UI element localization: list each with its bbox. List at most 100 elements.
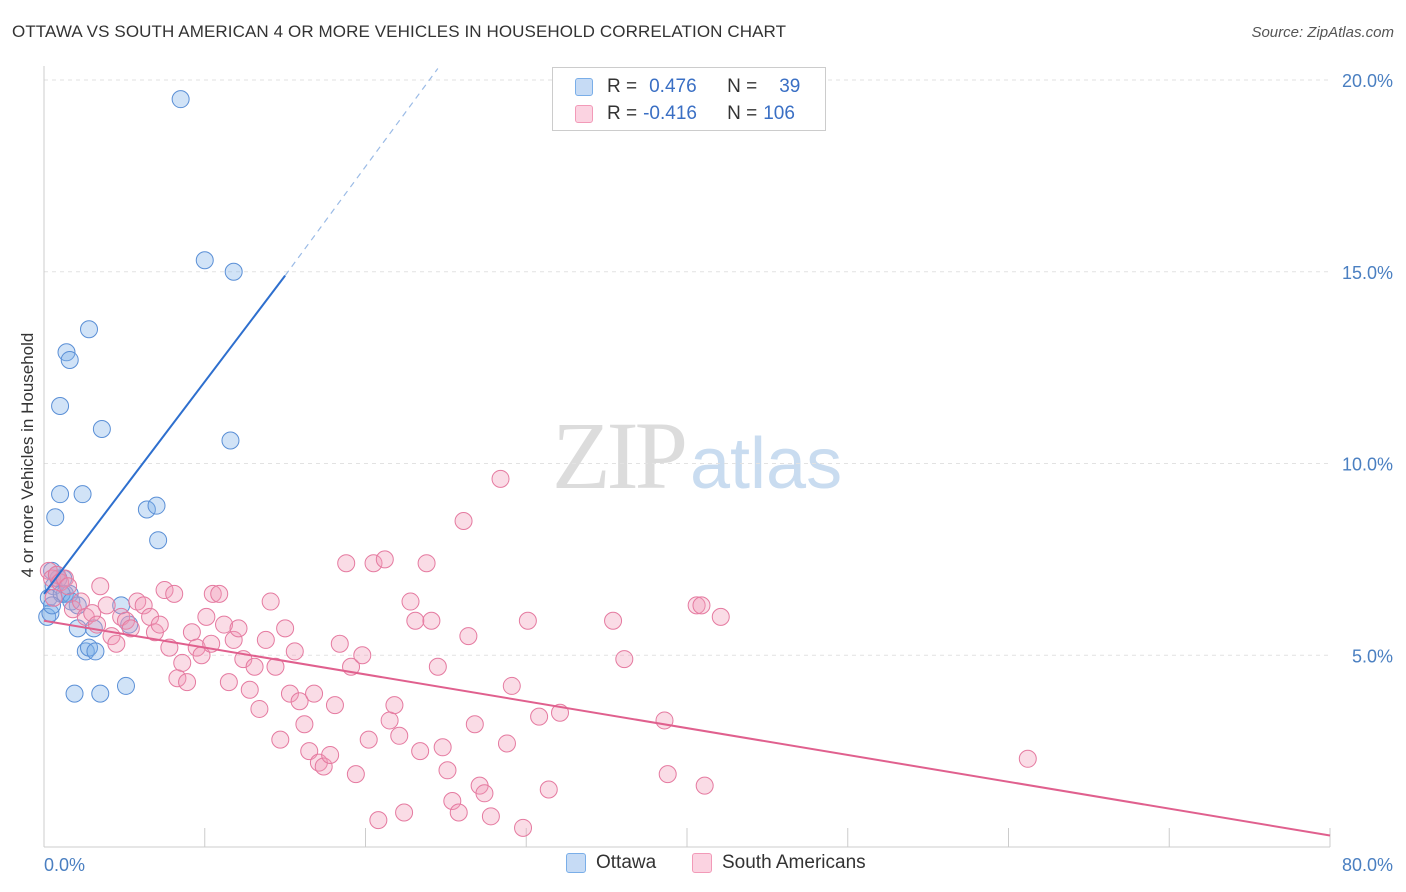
south-american-point bbox=[44, 588, 63, 607]
ottawa-point bbox=[149, 531, 168, 550]
south-american-point bbox=[215, 615, 234, 634]
ottawa-point bbox=[51, 485, 70, 504]
chart-title: OTTAWA VS SOUTH AMERICAN 4 OR MORE VEHIC… bbox=[12, 22, 787, 41]
ottawa-trend-line bbox=[43, 274, 286, 595]
south-american-point bbox=[203, 584, 222, 603]
south-american-point bbox=[150, 615, 169, 634]
south-american-point bbox=[385, 696, 404, 715]
south-american-point bbox=[353, 646, 372, 665]
stats-legend: R = 0.476 N = 39 R = -0.416 N = 106 bbox=[552, 67, 826, 131]
south-american-point bbox=[182, 623, 201, 642]
south-american-point bbox=[481, 807, 500, 826]
south-american-point bbox=[321, 745, 340, 764]
south-american-point bbox=[390, 726, 409, 745]
ottawa-point bbox=[137, 500, 156, 519]
source-label: Source: ZipAtlas.com bbox=[1251, 24, 1394, 41]
ottawa-point bbox=[73, 485, 92, 504]
ottawa-point bbox=[86, 642, 105, 661]
south-american-point bbox=[615, 650, 634, 669]
ottawa-point bbox=[80, 320, 99, 339]
south-american-trend-line bbox=[43, 619, 1331, 837]
ottawa-point bbox=[92, 419, 111, 438]
south-american-point bbox=[97, 596, 116, 615]
ottawa-point bbox=[195, 251, 214, 270]
ottawa-point bbox=[171, 90, 190, 109]
south-american-point bbox=[475, 784, 494, 803]
south-american-point bbox=[271, 730, 290, 749]
south-american-point bbox=[539, 780, 558, 799]
bottom-legend-ottawa[interactable]: Ottawa bbox=[566, 852, 656, 874]
south-american-point bbox=[465, 715, 484, 734]
y-tick-label: 20.0% bbox=[1342, 71, 1393, 91]
south-american-point bbox=[250, 699, 269, 718]
legend-n-label: N = bbox=[727, 103, 758, 124]
y-tick-label: 15.0% bbox=[1342, 263, 1393, 283]
legend-r-value: 0.476 bbox=[649, 76, 697, 97]
legend-swatch-ottawa bbox=[575, 78, 593, 96]
legend-r-label: R = bbox=[607, 103, 638, 124]
legend-swatch-south-americans bbox=[575, 105, 593, 123]
south-american-point bbox=[337, 554, 356, 573]
south-american-point bbox=[314, 757, 333, 776]
south-american-point bbox=[261, 592, 280, 611]
south-american-point bbox=[518, 611, 537, 630]
bottom-legend-swatch-south-americans bbox=[692, 853, 712, 873]
south-american-point bbox=[459, 627, 478, 646]
south-american-point bbox=[411, 742, 430, 761]
ottawa-point bbox=[91, 684, 110, 703]
south-american-point bbox=[401, 592, 420, 611]
south-american-point bbox=[530, 707, 549, 726]
south-american-point bbox=[245, 657, 264, 676]
south-american-point bbox=[395, 803, 414, 822]
south-american-point bbox=[359, 730, 378, 749]
south-american-point bbox=[83, 604, 102, 623]
south-american-point bbox=[454, 512, 473, 531]
south-american-point bbox=[491, 469, 510, 488]
south-american-point bbox=[121, 619, 140, 638]
south-american-point bbox=[497, 734, 516, 753]
south-american-point bbox=[210, 584, 229, 603]
y-axis-label: 4 or more Vehicles in Household bbox=[18, 332, 37, 578]
legend-r-value: -0.416 bbox=[643, 103, 697, 124]
ottawa-point bbox=[60, 350, 79, 369]
x-tick-label: 80.0% bbox=[1342, 855, 1393, 875]
south-american-point bbox=[655, 711, 674, 730]
ottawa-point bbox=[46, 508, 65, 527]
south-american-point bbox=[375, 550, 394, 569]
south-american-point bbox=[369, 811, 388, 830]
bottom-legend-label-south-americans: South Americans bbox=[722, 852, 866, 873]
ottawa-point bbox=[116, 676, 135, 695]
south-american-point bbox=[428, 657, 447, 676]
ottawa-point bbox=[147, 496, 166, 515]
ottawa-point bbox=[51, 396, 70, 415]
ottawa-point bbox=[62, 592, 81, 611]
bottom-legend-south-americans[interactable]: South Americans bbox=[692, 852, 866, 874]
legend-r-label: R = bbox=[607, 76, 638, 97]
legend-n-label: N = bbox=[727, 76, 758, 97]
south-american-point bbox=[290, 692, 309, 711]
south-american-point bbox=[711, 607, 730, 626]
bottom-legend-label-ottawa: Ottawa bbox=[596, 852, 657, 873]
south-american-point bbox=[107, 634, 126, 653]
south-american-point bbox=[305, 684, 324, 703]
y-tick-label: 10.0% bbox=[1342, 455, 1393, 475]
south-american-point bbox=[219, 673, 238, 692]
south-american-point bbox=[422, 611, 441, 630]
south-american-point bbox=[433, 738, 452, 757]
south-american-point bbox=[325, 696, 344, 715]
south-american-point bbox=[224, 630, 243, 649]
south-american-point bbox=[604, 611, 623, 630]
south-american-point bbox=[695, 776, 714, 795]
south-american-point bbox=[330, 634, 349, 653]
bottom-legend-swatch-ottawa bbox=[566, 853, 586, 873]
south-american-point bbox=[256, 630, 275, 649]
south-american-point bbox=[91, 577, 110, 596]
south-american-point bbox=[280, 684, 299, 703]
y-tick-label: 5.0% bbox=[1352, 646, 1393, 666]
south-american-point bbox=[364, 554, 383, 573]
legend-n-value: 106 bbox=[763, 103, 795, 124]
south-american-point bbox=[59, 577, 78, 596]
south-american-point bbox=[449, 803, 468, 822]
ottawa-point bbox=[43, 596, 62, 615]
south-american-point bbox=[197, 607, 216, 626]
